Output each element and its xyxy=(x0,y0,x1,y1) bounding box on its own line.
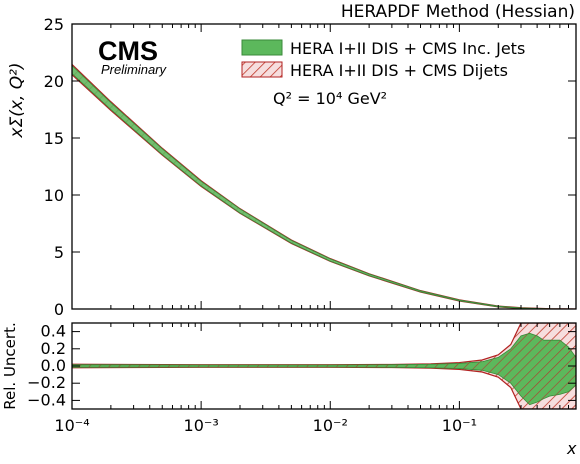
top-y-tick-label: 0 xyxy=(54,300,64,319)
cms-logo: CMS xyxy=(98,36,158,66)
ratio-y-tick-label: 0.2 xyxy=(41,339,66,358)
figure-title: HERAPDF Method (Hessian) xyxy=(341,2,575,22)
top-panel: 0 5 10 15 20 25 xΣ(x, Q²) xyxy=(7,15,577,319)
band-inc-jets xyxy=(72,65,576,309)
ratio-band-inc-jets xyxy=(72,332,576,406)
ratio-y-tick-label: −0.2 xyxy=(27,373,66,392)
ratio-y-tick-label: −0.4 xyxy=(27,390,66,409)
x-axis-label: x xyxy=(566,439,577,458)
x-tick-label: 10⁻¹ xyxy=(442,416,477,435)
legend-label-dijets: HERA I+II DIS + CMS Dijets xyxy=(290,61,508,80)
q2-annotation: Q² = 10⁴ GeV² xyxy=(273,89,387,108)
top-x-ticks xyxy=(71,24,577,309)
top-y-ticks: 0 5 10 15 20 25 xyxy=(44,15,576,319)
ratio-panel: −0.4−0.20.00.20.4 10⁻⁴ 10⁻³ 10⁻² 10⁻¹ Rel. … xyxy=(1,322,577,458)
ratio-y-tick-label: 0.0 xyxy=(41,356,66,375)
top-bands xyxy=(72,63,576,309)
preliminary-label: Preliminary xyxy=(101,62,168,77)
ratio-y-tick-label: 0.4 xyxy=(41,322,66,341)
legend: HERA I+II DIS + CMS Inc. Jets HERA I+II … xyxy=(241,39,525,80)
top-y-tick-label: 10 xyxy=(44,186,64,205)
top-y-tick-label: 15 xyxy=(44,129,64,148)
top-y-tick-label: 25 xyxy=(44,15,64,34)
top-y-label: xΣ(x, Q²) xyxy=(7,62,27,138)
ratio-bands xyxy=(72,323,576,409)
x-tick-label: 10⁻² xyxy=(313,416,348,435)
legend-swatch-dijets xyxy=(241,61,283,78)
x-tick-label: 10⁻⁴ xyxy=(54,416,89,435)
ratio-x-ticks: 10⁻⁴ 10⁻³ 10⁻² 10⁻¹ xyxy=(54,323,577,435)
ratio-y-label: Rel. Uncert. xyxy=(1,322,19,409)
x-tick-label: 10⁻³ xyxy=(184,416,219,435)
legend-swatch-inc-jets xyxy=(241,39,283,56)
top-y-tick-label: 20 xyxy=(44,72,64,91)
legend-label-inc-jets: HERA I+II DIS + CMS Inc. Jets xyxy=(290,39,525,58)
ratio-y-ticks: −0.4−0.20.00.20.4 xyxy=(27,322,576,409)
top-y-tick-label: 5 xyxy=(54,243,64,262)
